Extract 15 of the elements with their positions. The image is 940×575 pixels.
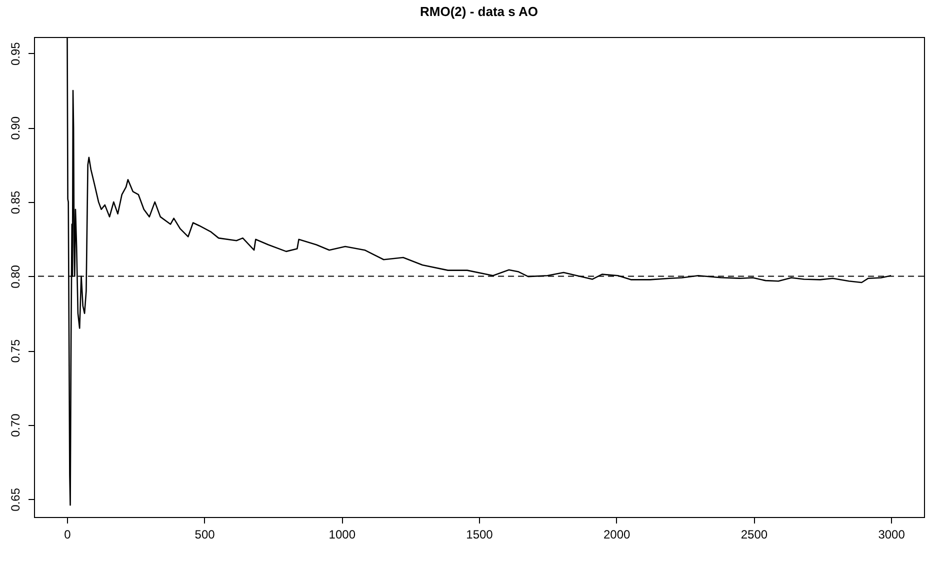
y-tick-label: 0.65 bbox=[8, 488, 22, 512]
y-tick-label: 0.85 bbox=[8, 190, 22, 214]
y-tick-label: 0.90 bbox=[8, 116, 22, 140]
x-tick-label: 3000 bbox=[878, 528, 906, 542]
x-tick-label: 1000 bbox=[328, 528, 356, 542]
x-tick-label: 1500 bbox=[466, 528, 494, 542]
y-tick-label: 0.80 bbox=[8, 264, 22, 288]
x-tick-label: 500 bbox=[194, 528, 216, 542]
x-tick-label: 0 bbox=[64, 528, 72, 542]
x-tick-label: 2000 bbox=[603, 528, 631, 542]
x-tick-label: 2500 bbox=[740, 528, 768, 542]
chart-title: RMO(2) - data s AO bbox=[420, 4, 538, 19]
y-tick-label: 0.70 bbox=[8, 413, 22, 438]
y-tick-label: 0.75 bbox=[8, 339, 22, 363]
y-tick-label: 0.95 bbox=[8, 42, 22, 66]
